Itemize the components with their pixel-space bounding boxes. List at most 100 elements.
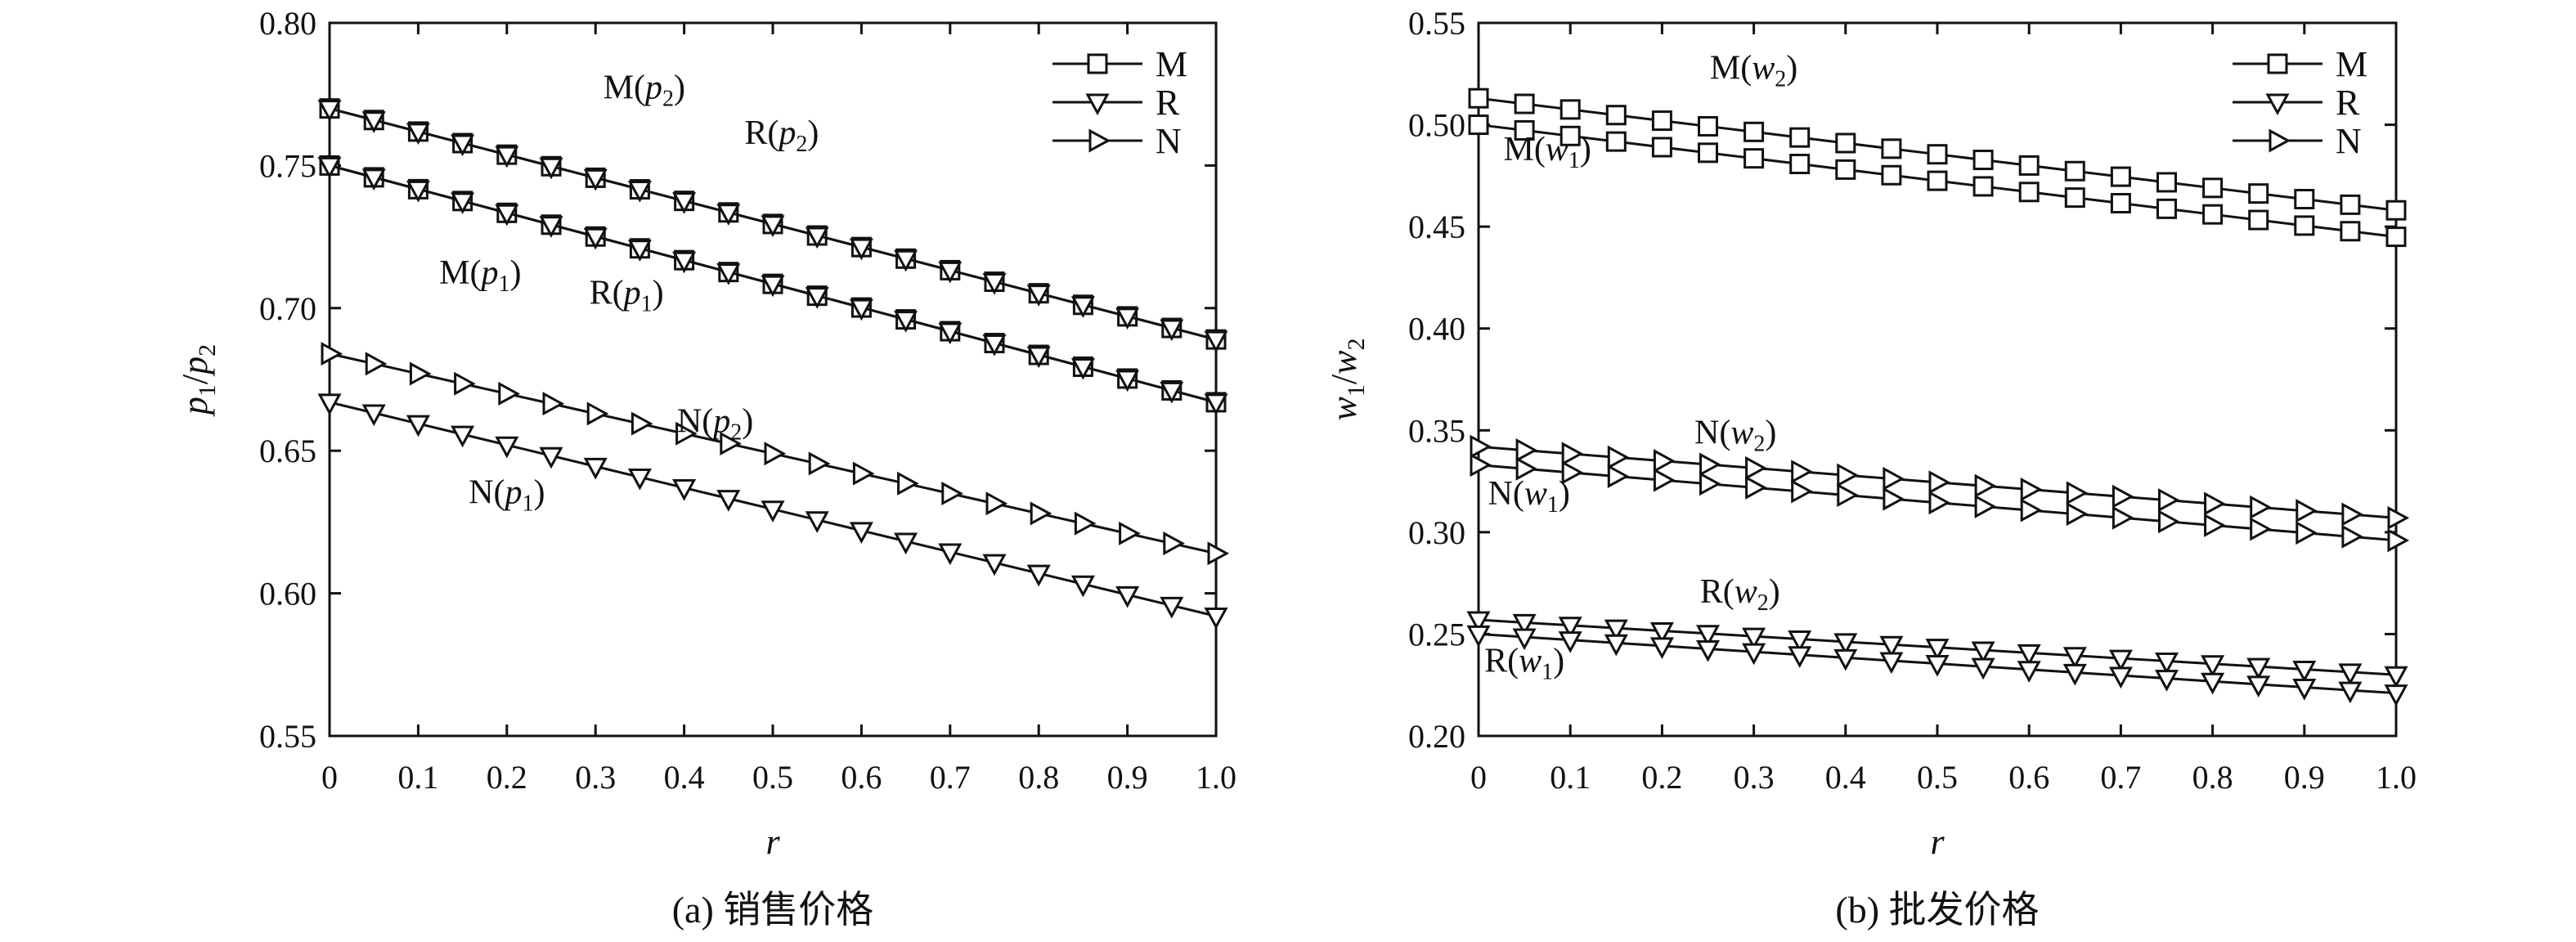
data-point-marker: [1881, 164, 1902, 186]
series-annotation: R(p2): [744, 114, 819, 157]
data-point-marker: [1651, 137, 1672, 158]
data-point-marker: [1515, 438, 1538, 463]
legend-label: N: [2336, 121, 2362, 161]
data-point-marker: [1605, 131, 1627, 152]
data-point-marker: [1745, 455, 1767, 480]
y-tick-label: 0.30: [1408, 514, 1465, 551]
data-point-marker: [2340, 194, 2361, 215]
data-point-marker: [1883, 466, 1905, 491]
data-point-marker: [982, 334, 1007, 357]
data-point-marker: [1744, 121, 1765, 142]
data-point-marker: [1745, 475, 1767, 500]
data-point-marker: [1833, 648, 1858, 671]
data-point-marker: [2201, 672, 2225, 695]
annotation-var: w: [1730, 414, 1753, 451]
data-point-marker: [2384, 666, 2408, 689]
data-point-marker: [1607, 445, 1630, 469]
data-point-marker: [1791, 460, 1813, 484]
data-point-marker: [1879, 635, 1904, 658]
data-point-marker: [2338, 681, 2363, 704]
annotation-var: p: [643, 69, 662, 106]
y-tick-label: 0.35: [1408, 412, 1465, 449]
data-point-marker: [1695, 639, 1721, 662]
data-point-marker: [2387, 528, 2410, 553]
data-point-marker: [1881, 138, 1902, 159]
data-point-marker: [1791, 479, 1813, 504]
y-tick-label: 0.55: [259, 718, 316, 755]
annotation-var: p: [776, 114, 796, 152]
data-point-marker: [317, 156, 342, 179]
data-point-marker: [805, 511, 829, 533]
data-point-marker: [1972, 150, 1994, 171]
x-tick-label: 0.4: [664, 759, 705, 796]
data-point-marker: [2064, 187, 2085, 209]
series-rw2: [1466, 611, 2408, 689]
data-point-marker: [1115, 370, 1140, 392]
data-point-marker: [406, 123, 430, 146]
data-point-marker: [764, 442, 787, 466]
data-point-marker: [1649, 637, 1674, 660]
data-point-marker: [1466, 611, 1491, 634]
data-point-marker: [583, 457, 608, 480]
data-point-marker: [2158, 488, 2180, 513]
data-point-marker: [1074, 511, 1097, 536]
data-point-marker: [451, 134, 475, 157]
data-point-marker: [409, 361, 432, 386]
annotation-sub: 2: [1757, 590, 1769, 616]
data-point-marker: [2294, 215, 2315, 236]
x-tick-label: 0.8: [1018, 759, 1059, 796]
data-point-marker: [365, 352, 388, 376]
y-tick-label: 0.50: [1408, 107, 1465, 144]
data-point-marker: [849, 298, 873, 321]
annotation-close: ): [1580, 131, 1591, 168]
x-tick-label: 0.2: [1641, 759, 1682, 796]
data-point-marker: [627, 240, 652, 262]
data-point-marker: [1561, 460, 1584, 485]
x-tick-label: 0.6: [841, 759, 882, 796]
x-axis-title: r: [1930, 822, 1945, 862]
annotation-close: ): [1765, 414, 1776, 451]
annotation-prefix: R(: [590, 275, 624, 312]
x-tick-label: 0.5: [1917, 759, 1958, 796]
data-point-marker: [675, 421, 698, 446]
data-point-marker: [1927, 170, 1948, 191]
data-point-marker: [495, 146, 519, 168]
data-point-marker: [849, 238, 873, 261]
panel-caption: (a) 销售价格: [672, 889, 874, 931]
x-tick-label: 0.1: [1550, 759, 1591, 796]
data-point-marker: [1742, 643, 1766, 666]
data-point-marker: [2110, 166, 2131, 187]
data-point-marker: [2248, 183, 2269, 204]
data-point-marker: [1470, 434, 1492, 459]
x-tick-label: 0.9: [2284, 759, 2325, 796]
annotation-prefix: N(: [677, 403, 713, 441]
legend-label: M: [2336, 44, 2367, 84]
data-point-marker: [982, 554, 1007, 576]
y-axis-title-sub2: 2: [1343, 339, 1370, 351]
y-tick-label: 0.40: [1408, 311, 1465, 348]
x-tick-label: 0.7: [930, 759, 971, 796]
annotation-prefix: M(: [604, 69, 645, 106]
data-point-marker: [2154, 652, 2179, 675]
data-point-marker: [2018, 182, 2040, 203]
series-annotation: N(w1): [1488, 475, 1570, 518]
data-point-marker: [2250, 495, 2272, 519]
data-point-marker: [938, 322, 963, 345]
y-axis-title-sub2: 2: [194, 344, 221, 357]
y-tick-label: 0.80: [259, 5, 316, 42]
data-point-marker: [1835, 132, 1856, 154]
data-point-marker: [805, 227, 829, 249]
annotation-sub: 2: [796, 132, 807, 157]
x-tick-label: 0.9: [1107, 759, 1148, 796]
y-axis-title-sub1: 1: [1343, 384, 1370, 397]
annotation-prefix: R(: [1484, 643, 1519, 680]
data-point-marker: [2108, 666, 2133, 689]
panel-a-sales-price: 0.55 0.60 0.65 0.70 0.75 0.80 0 0.1 0.2 0.3 0.4 0.5…: [175, 5, 1236, 931]
data-point-marker: [451, 192, 475, 214]
data-point-marker: [1883, 487, 1905, 511]
data-point-marker: [2017, 661, 2041, 683]
legend-marker-square: [1087, 53, 1108, 74]
data-point-marker: [1468, 87, 1489, 109]
annotation-sub: 1: [522, 491, 533, 517]
